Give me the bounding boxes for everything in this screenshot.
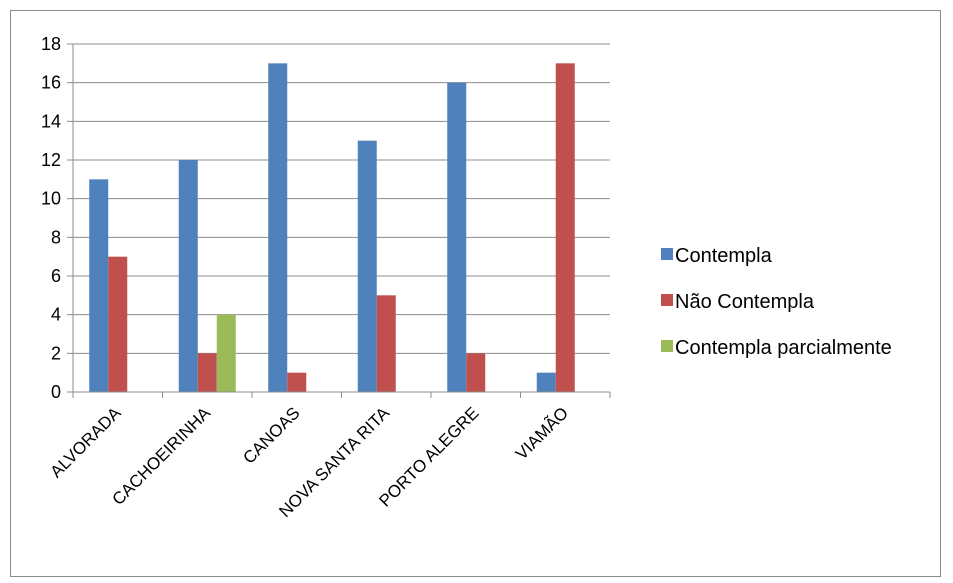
axes bbox=[67, 43, 611, 398]
legend-swatch-contempla bbox=[661, 248, 673, 260]
y-tick-label: 4 bbox=[51, 305, 61, 325]
x-tick-label: CACHOEIRINHA bbox=[108, 403, 214, 509]
bar-contempla-viamao bbox=[536, 372, 556, 392]
y-tick-label: 18 bbox=[41, 34, 61, 54]
bar-nao-contempla-cachoeirinha bbox=[197, 353, 217, 392]
bar-contempla-porto-alegre bbox=[447, 82, 467, 393]
bar-nao-contempla-nova-santa-rita bbox=[376, 295, 396, 392]
bar-contempla-parcialmente-cachoeirinha bbox=[216, 314, 236, 392]
y-tick-label: 8 bbox=[51, 227, 61, 247]
bar-nao-contempla-porto-alegre bbox=[466, 353, 486, 392]
x-tick-label: CANOAS bbox=[239, 403, 303, 467]
chart-frame bbox=[10, 10, 941, 577]
bar-contempla-alvorada bbox=[89, 179, 109, 392]
bar-contempla-canoas bbox=[268, 63, 288, 392]
grid-lines bbox=[73, 43, 610, 354]
bar-nao-contempla-viamao bbox=[555, 63, 575, 392]
y-tick-label: 2 bbox=[51, 343, 61, 363]
x-tick-label: PORTO ALEGRE bbox=[375, 403, 482, 510]
bars bbox=[89, 63, 575, 393]
bar-contempla-nova-santa-rita bbox=[357, 140, 377, 392]
y-tick-label: 14 bbox=[41, 111, 61, 131]
x-tick-label: VIAMÃO bbox=[512, 403, 572, 463]
legend-label-contempla-parcialmente: Contempla parcialmente bbox=[675, 337, 892, 359]
y-tick-label: 16 bbox=[41, 73, 61, 93]
bar-nao-contempla-alvorada bbox=[108, 256, 128, 392]
bar-contempla-cachoeirinha bbox=[178, 160, 198, 392]
y-tick-label: 6 bbox=[51, 266, 61, 286]
y-tick-label: 0 bbox=[51, 382, 61, 402]
legend-label-nao-contempla: Não Contempla bbox=[675, 291, 815, 313]
y-tick-label: 12 bbox=[41, 150, 61, 170]
bar-nao-contempla-canoas bbox=[287, 372, 307, 392]
y-tick-label: 10 bbox=[41, 189, 61, 209]
legend-label-contempla: Contempla bbox=[675, 245, 773, 267]
legend-swatch-nao-contempla bbox=[661, 294, 673, 306]
legend: Contempla Não Contempla Contempla parcialm… bbox=[661, 245, 892, 359]
x-tick-label: ALVORADA bbox=[47, 403, 125, 481]
y-tick-labels: 0 2 4 6 8 10 12 14 16 18 bbox=[41, 34, 61, 402]
legend-swatch-contempla-parcialmente bbox=[661, 340, 673, 352]
